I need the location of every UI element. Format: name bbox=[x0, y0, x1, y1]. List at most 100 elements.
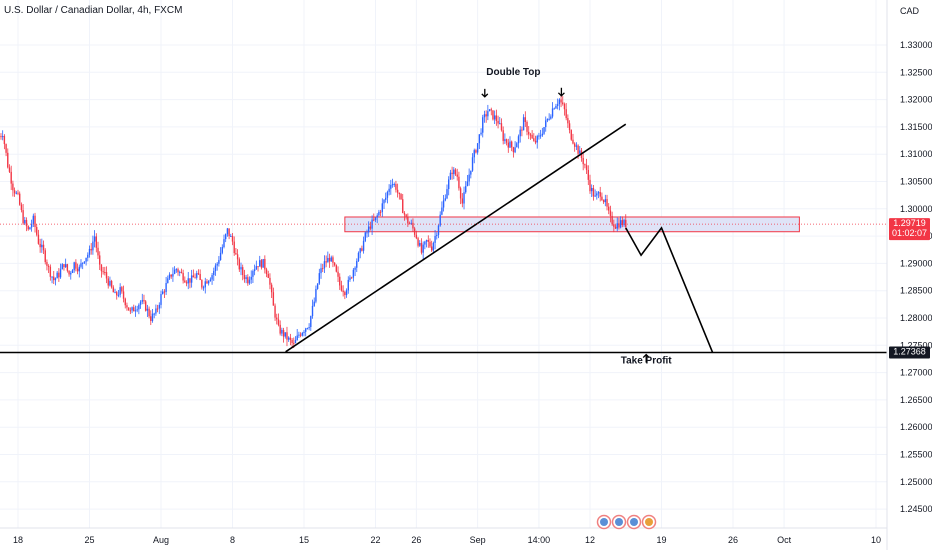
candle-down bbox=[124, 298, 126, 306]
candle-up bbox=[442, 200, 445, 208]
candle-up bbox=[432, 242, 435, 251]
candle-up bbox=[536, 136, 538, 143]
candle-down bbox=[286, 332, 288, 340]
price-tick-label: 1.26500 bbox=[900, 395, 932, 405]
candle-down bbox=[420, 242, 423, 253]
candle-down bbox=[572, 139, 574, 144]
time-tick-label: 26 bbox=[728, 535, 738, 545]
candle-down bbox=[611, 215, 613, 225]
candle-up bbox=[623, 219, 625, 226]
candle-down bbox=[13, 190, 16, 194]
candle-up bbox=[218, 260, 220, 264]
candle-down bbox=[400, 194, 402, 200]
candle-down bbox=[524, 117, 527, 122]
candle-up bbox=[391, 184, 394, 186]
candle-up bbox=[493, 115, 496, 120]
candle-down bbox=[197, 273, 200, 275]
candle-up bbox=[59, 269, 62, 278]
candle-up bbox=[453, 169, 455, 175]
candle-down bbox=[25, 220, 28, 227]
candle-up bbox=[488, 109, 491, 112]
candle-down bbox=[577, 145, 579, 154]
candle-up bbox=[545, 120, 547, 128]
candle-up bbox=[209, 279, 212, 282]
candle-down bbox=[614, 226, 617, 229]
price-tag bbox=[889, 346, 930, 359]
candle-down bbox=[127, 307, 130, 311]
candle-down bbox=[369, 226, 372, 229]
candle-down bbox=[260, 260, 263, 268]
candle-up bbox=[604, 199, 607, 203]
candle-up bbox=[410, 222, 412, 224]
trend-line bbox=[285, 123, 627, 353]
arrow-up-icon bbox=[642, 353, 650, 359]
candle-down bbox=[585, 165, 588, 170]
price-tick-label: 1.33000 bbox=[900, 40, 932, 50]
candle-up bbox=[61, 264, 63, 270]
candle-up bbox=[374, 217, 377, 220]
time-tick-label: 18 bbox=[13, 535, 23, 545]
price-tick-label: 1.27000 bbox=[900, 368, 932, 378]
candle-up bbox=[487, 111, 489, 117]
candle-up bbox=[434, 235, 436, 243]
candle-up bbox=[219, 252, 222, 261]
candle-down bbox=[573, 143, 576, 147]
candle-up bbox=[221, 247, 223, 253]
candle-up bbox=[190, 275, 193, 283]
time-axis[interactable]: 18 25 Aug 8 15 22 26 Sep 14:00 12 19 26 Oct 10 bbox=[13, 535, 881, 545]
candle-up bbox=[224, 234, 227, 240]
candle-down bbox=[150, 316, 152, 321]
candle-down bbox=[560, 99, 562, 103]
candle-down bbox=[328, 257, 331, 262]
candle-down bbox=[568, 123, 571, 131]
candle-down bbox=[122, 291, 125, 299]
candle-up bbox=[466, 181, 469, 187]
candle-up bbox=[425, 240, 428, 242]
candle-up bbox=[476, 143, 479, 153]
candle-down bbox=[102, 271, 104, 273]
candle-up bbox=[162, 291, 164, 295]
candle-down bbox=[17, 192, 19, 194]
candle-up bbox=[386, 191, 389, 198]
candle-down bbox=[247, 277, 249, 284]
candle-up bbox=[597, 192, 600, 194]
candle-down bbox=[110, 280, 113, 288]
candle-up bbox=[596, 193, 598, 196]
candle-down bbox=[182, 272, 184, 281]
candle-down bbox=[49, 266, 52, 277]
currency-label: CAD bbox=[900, 6, 920, 16]
candle-down bbox=[279, 324, 281, 334]
time-tick-label: Sep bbox=[470, 535, 486, 545]
candle-down bbox=[199, 274, 201, 281]
candle-down bbox=[46, 262, 48, 266]
candle-up bbox=[448, 179, 450, 190]
candle-down bbox=[344, 292, 346, 296]
candle-down bbox=[75, 262, 77, 269]
candle-down bbox=[533, 138, 535, 141]
candle-down bbox=[233, 241, 235, 254]
candle-down bbox=[592, 187, 595, 197]
candle-down bbox=[267, 274, 269, 278]
candle-up bbox=[87, 254, 89, 258]
candle-up bbox=[419, 242, 421, 246]
candle-up bbox=[558, 99, 561, 105]
event-flags[interactable] bbox=[596, 514, 657, 530]
candle-up bbox=[446, 189, 448, 199]
candle-down bbox=[68, 270, 70, 275]
candle-down bbox=[512, 147, 515, 153]
candle-down bbox=[625, 219, 627, 228]
price-tick-label: 1.31000 bbox=[900, 149, 932, 159]
candle-up bbox=[619, 220, 622, 228]
candle-up bbox=[449, 172, 452, 180]
candle-up bbox=[24, 220, 26, 224]
candle-up bbox=[301, 332, 303, 336]
candle-down bbox=[194, 277, 196, 279]
candle-down bbox=[291, 339, 293, 343]
support-zone-rect bbox=[344, 216, 800, 233]
candle-down bbox=[144, 301, 147, 311]
candle-up bbox=[216, 263, 218, 266]
time-tick-label: 12 bbox=[585, 535, 595, 545]
candle-down bbox=[293, 342, 295, 344]
candle-up bbox=[504, 139, 506, 141]
